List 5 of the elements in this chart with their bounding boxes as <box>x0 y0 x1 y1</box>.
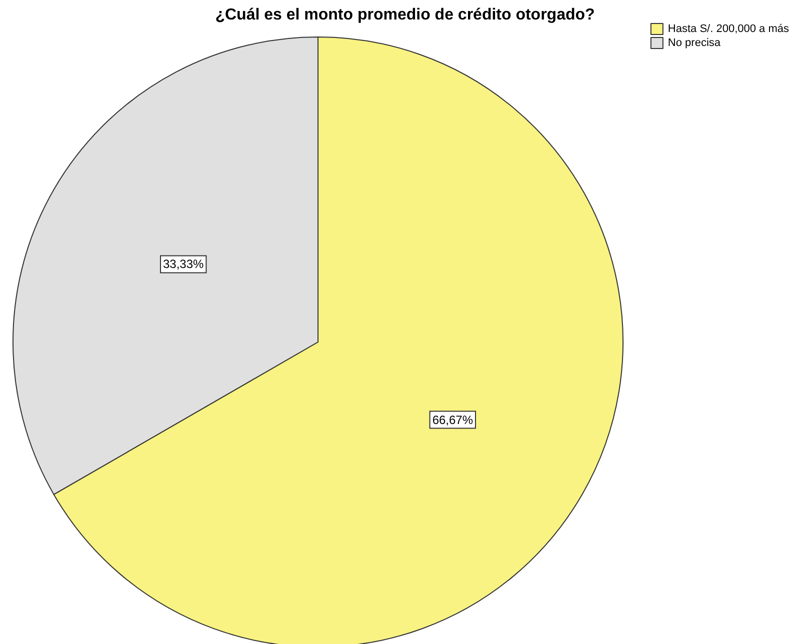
legend-label: Hasta S/. 200,000 a más <box>668 23 790 35</box>
chart-title: ¿Cuál es el monto promedio de crédito otorgado? <box>215 6 595 24</box>
legend-label: No precisa <box>668 37 722 49</box>
data-label: 66,67% <box>432 412 474 427</box>
data-label: 33,33% <box>162 257 204 272</box>
